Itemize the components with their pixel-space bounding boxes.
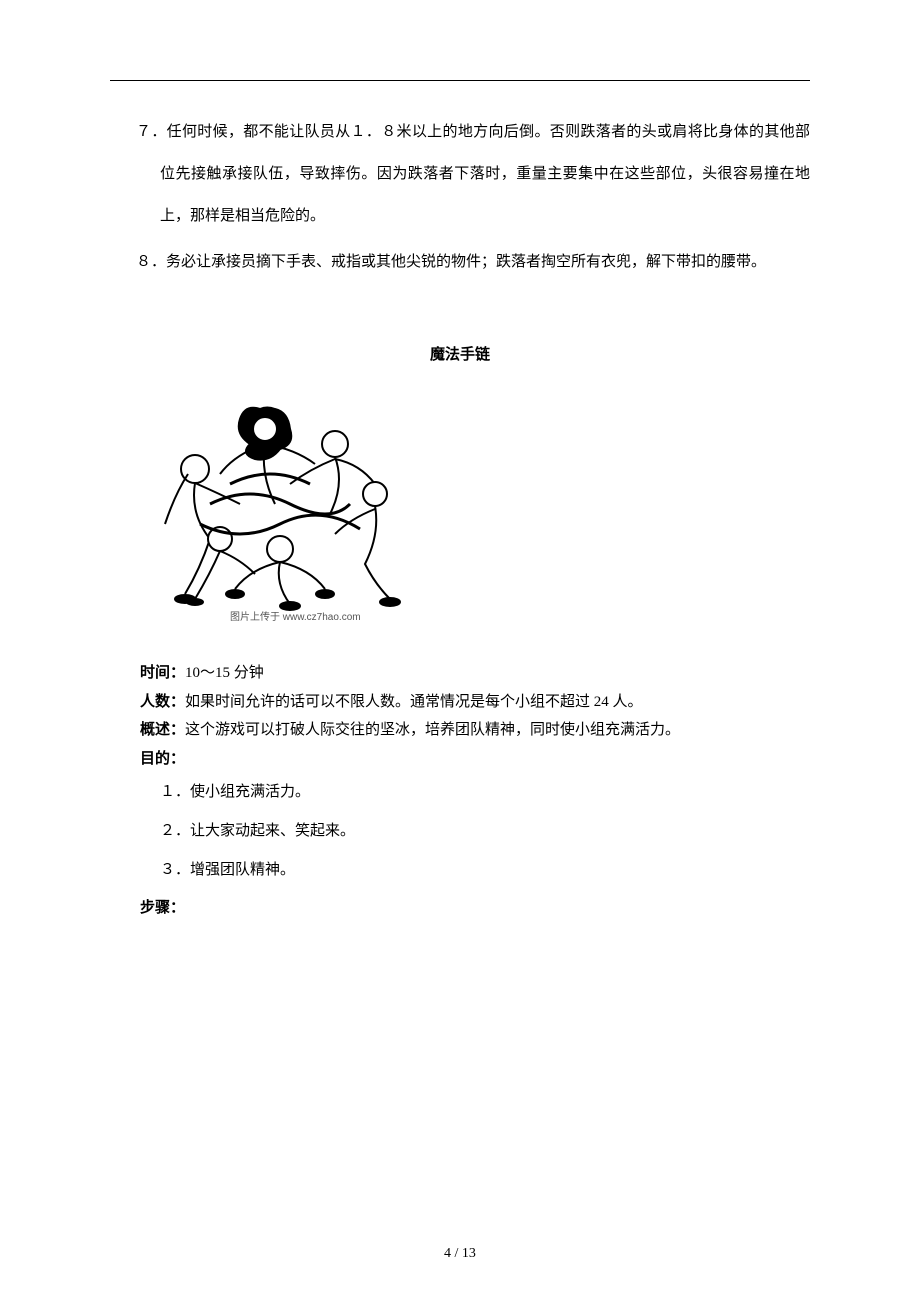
purpose-item-1: １．使小组充满活力。 [110,773,810,812]
purpose-heading: 目的： [110,745,810,774]
caption-prefix: 图片上传于 [230,612,283,623]
illustration-caption: 图片上传于 www.cz7hao.com [230,608,361,623]
rule-7: ７．任何时候，都不能让队员从１．８米以上的地方向后倒。否则跌落者的头或肩将比身体… [110,111,810,237]
purpose-label: 目的： [140,751,185,767]
overview-label: 概述： [140,722,185,738]
people-label: 人数： [140,694,185,710]
page-number: 4 / 13 [0,1246,920,1262]
rule-8: ８．务必让承接员摘下手表、戒指或其他尖锐的物件；跌落者掏空所有衣兜，解下带扣的腰… [110,241,810,283]
purpose-item-2: ２．让大家动起来、笑起来。 [110,812,810,851]
people-line: 人数：如果时间允许的话可以不限人数。通常情况是每个小组不超过 24 人。 [110,688,810,717]
header-rule [110,80,810,81]
body-block: 时间：10～15 分钟 人数：如果时间允许的话可以不限人数。通常情况是每个小组不… [110,659,810,923]
purpose-item-3: ３．增强团队精神。 [110,851,810,890]
time-value: 10～15 分钟 [185,665,264,681]
overview-value: 这个游戏可以打破人际交往的坚冰，培养团队精神，同时使小组充满活力。 [185,722,680,738]
overview-line: 概述：这个游戏可以打破人际交往的坚冰，培养团队精神，同时使小组充满活力。 [110,716,810,745]
page-container: ７．任何时候，都不能让队员从１．８米以上的地方向后倒。否则跌落者的头或肩将比身体… [0,0,920,1302]
steps-label: 步骤： [140,900,185,916]
caption-url: www.cz7hao.com [283,612,361,623]
time-label: 时间： [140,665,185,681]
people-tangle-icon [140,374,405,629]
steps-heading: 步骤： [110,894,810,923]
section-title: 魔法手链 [110,343,810,364]
time-line: 时间：10～15 分钟 [110,659,810,688]
people-value: 如果时间允许的话可以不限人数。通常情况是每个小组不超过 24 人。 [185,694,643,710]
illustration: 图片上传于 www.cz7hao.com [140,374,405,629]
